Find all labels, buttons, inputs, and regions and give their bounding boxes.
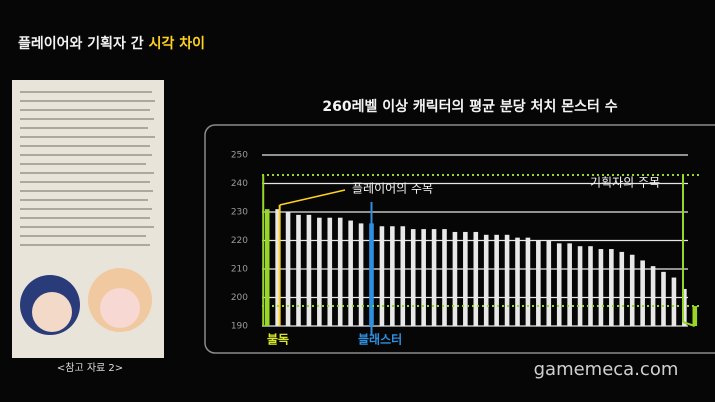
bar	[640, 260, 645, 326]
y-tick-label: 210	[231, 265, 248, 275]
bar	[629, 254, 635, 326]
bar	[556, 243, 562, 326]
bar	[661, 271, 666, 326]
bar	[671, 277, 677, 326]
header: 플레이어와 기획자 간 시각 차이	[18, 35, 205, 52]
bar	[400, 226, 406, 326]
chart-title: 260레벨 이상 캐릭터의 평균 분당 처치 몬스터 수	[322, 98, 617, 115]
bar	[546, 240, 552, 326]
character-left-face	[32, 292, 72, 332]
character-right-face	[100, 288, 140, 328]
bar	[348, 220, 353, 326]
bar	[515, 237, 520, 326]
bar	[682, 288, 687, 326]
bar	[588, 246, 593, 326]
header-title: 플레이어와 기획자 간	[18, 35, 144, 52]
y-tick-label: 190	[231, 322, 248, 332]
bar	[536, 240, 541, 326]
bar	[473, 231, 479, 326]
bar	[452, 231, 458, 326]
reference-image	[12, 80, 164, 358]
bar	[650, 266, 656, 326]
y-tick-label: 250	[231, 151, 248, 161]
bar	[609, 249, 614, 326]
bar	[504, 234, 510, 326]
bar	[264, 209, 270, 326]
bar	[327, 217, 333, 326]
bar	[525, 237, 531, 326]
annotation: 불독	[267, 333, 289, 347]
bar	[317, 217, 322, 326]
bar	[567, 243, 572, 326]
bar	[358, 223, 364, 326]
bar	[275, 209, 280, 326]
y-tick-label: 220	[231, 236, 248, 246]
bar	[463, 231, 468, 326]
guide-arrow	[279, 189, 346, 206]
bar	[619, 251, 625, 326]
caption: <참고 자료 2>	[57, 362, 123, 374]
bar	[494, 234, 499, 326]
bar	[379, 226, 385, 326]
bar	[390, 226, 395, 326]
bar	[692, 306, 698, 326]
chart-frame	[204, 124, 715, 354]
bar	[431, 229, 437, 326]
bar	[306, 214, 312, 326]
bar	[598, 249, 604, 326]
y-tick-label: 240	[231, 179, 248, 189]
watermark: gamemeca.com	[534, 359, 679, 380]
annotation: 블래스터	[358, 332, 402, 347]
bar	[410, 229, 416, 326]
bar	[421, 229, 426, 326]
bar	[296, 214, 301, 326]
bar	[285, 212, 291, 326]
header-highlight: 시각 차이	[149, 35, 205, 52]
annotation: 기획자의 주목	[590, 176, 660, 190]
bar	[577, 246, 583, 326]
bar	[337, 217, 343, 326]
y-tick-label: 230	[231, 208, 248, 218]
guide-line	[682, 321, 696, 327]
annotation: 플레이어의 주목	[352, 182, 433, 196]
bar	[442, 229, 447, 326]
y-tick-label: 200	[231, 293, 248, 303]
image-text-lines	[20, 91, 155, 246]
bar	[483, 234, 489, 326]
